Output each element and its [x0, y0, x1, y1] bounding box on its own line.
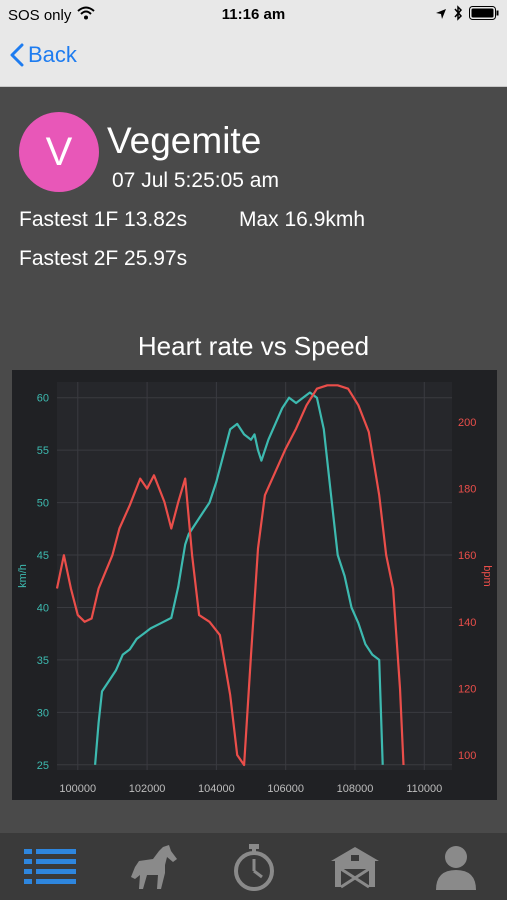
stable-icon: [331, 847, 379, 889]
horse-icon: [131, 845, 177, 889]
session-datetime: 07 Jul 5:25:05 am: [112, 169, 279, 192]
chart-canvas: 100000 102000 104000 106000 108000 110000 25 30…: [17, 382, 493, 795]
x-tick-label: 102000: [129, 783, 166, 795]
x-tick-label: 108000: [337, 783, 374, 795]
y2-tick-label: 180: [458, 484, 476, 496]
back-button[interactable]: Back: [10, 42, 77, 68]
fastest-1f-stat: Fastest 1F 13.82s: [19, 208, 188, 231]
y2-tick-label: 140: [458, 617, 476, 629]
status-bar: SOS only 11:16 am: [0, 0, 507, 30]
avatar: V: [19, 112, 99, 192]
x-tick-label: 104000: [198, 783, 235, 795]
location-arrow-icon: [435, 7, 447, 24]
heart-rate-speed-chart: 100000 102000 104000 106000 108000 110000 25 30…: [12, 370, 497, 800]
y-tick-label: 30: [37, 707, 49, 719]
y-tick-label: 50: [37, 498, 49, 510]
carrier-label: SOS only: [8, 6, 72, 24]
y-axis-label: km/h: [17, 564, 29, 588]
person-icon: [436, 846, 476, 890]
avatar-initial: V: [45, 129, 73, 174]
y-tick-label: 35: [37, 655, 49, 667]
battery-icon: [469, 6, 499, 24]
tab-stable[interactable]: [325, 841, 385, 893]
x-tick-label: 100000: [59, 783, 96, 795]
x-tick-label: 106000: [267, 783, 304, 795]
tab-list[interactable]: [20, 841, 80, 893]
y-tick-label: 60: [37, 393, 49, 405]
chart-title: Heart rate vs Speed: [137, 331, 370, 361]
back-label: Back: [28, 42, 77, 67]
y2-tick-label: 100: [458, 750, 476, 762]
y2-tick-label: 160: [458, 550, 476, 562]
y-tick-label: 40: [37, 602, 49, 614]
tab-profile[interactable]: [426, 841, 486, 893]
series-line-bpm: [55, 384, 405, 767]
y-tick-label: 55: [37, 445, 49, 457]
status-left: SOS only: [8, 6, 96, 24]
list-icon: [24, 849, 76, 884]
session-detail: V Vegemite 07 Jul 5:25:05 am Fastest 1F …: [0, 87, 507, 832]
tab-bar: [0, 833, 507, 900]
status-time: 11:16 am: [221, 6, 286, 23]
fastest-2f-stat: Fastest 2F 25.97s: [19, 247, 188, 270]
bluetooth-icon: [453, 5, 463, 25]
wifi-icon: [77, 6, 96, 24]
max-speed-stat: Max 16.9kmh: [239, 208, 366, 231]
y2-axis-label: bpm: [481, 565, 493, 586]
tab-stopwatch[interactable]: [224, 841, 284, 893]
y2-tick-label: 120: [458, 683, 476, 695]
stopwatch-icon: [234, 844, 274, 891]
plot-area: [57, 382, 452, 770]
y-tick-label: 25: [37, 760, 49, 772]
y2-tick-label: 200: [458, 417, 476, 429]
status-right: [435, 5, 499, 25]
horse-name: Vegemite: [107, 120, 262, 161]
series-line-kmh: [94, 391, 384, 765]
navigation-bar: Back: [0, 30, 507, 87]
chevron-left-icon: [10, 43, 24, 67]
tab-horses[interactable]: [123, 841, 183, 893]
y-tick-label: 45: [37, 550, 49, 562]
x-tick-label: 110000: [406, 783, 442, 795]
